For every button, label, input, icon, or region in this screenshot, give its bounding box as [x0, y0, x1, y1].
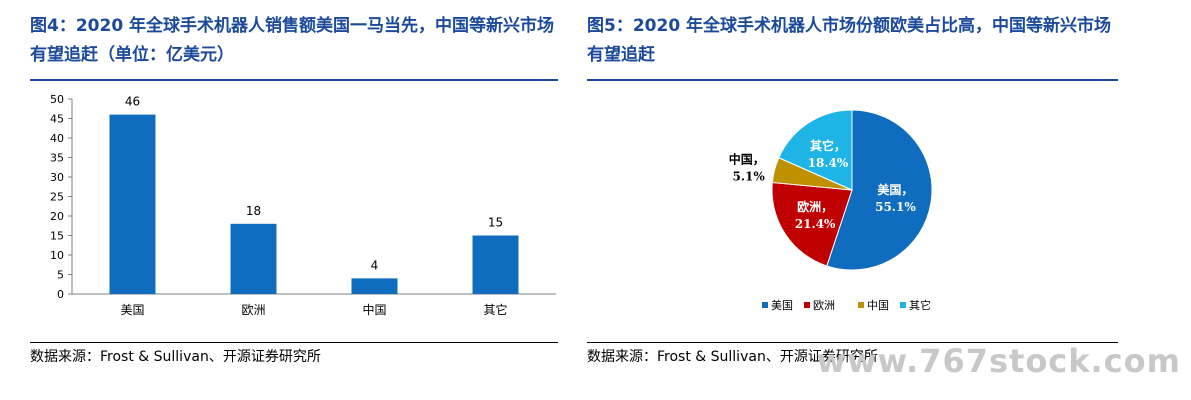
pie-slice-label: 其它， — [810, 138, 846, 153]
y-tick-label: 0 — [57, 288, 64, 301]
y-tick-label: 10 — [50, 249, 64, 262]
y-tick-label: 5 — [57, 269, 64, 282]
bar — [109, 114, 156, 294]
y-tick-label: 15 — [50, 230, 64, 243]
figure-5-source: 数据来源：Frost & Sullivan、开源证券研究所 — [587, 349, 878, 365]
bar — [472, 235, 519, 294]
legend-label: 美国 — [771, 299, 793, 312]
pie-slice-value: 21.4% — [795, 217, 836, 231]
figure-5-pie-chart: 美国， 55.1% 欧洲， 21.4% 中国， 5.1% 其它， 18.4% 美国 欧洲 中国 其它 — [729, 109, 933, 312]
pie-slice-label: 中国， — [729, 151, 765, 166]
y-tick-label: 50 — [50, 93, 64, 106]
figure-4-title: 图4：2020 年全球手术机器人销售额美国一马当先，中国等新兴市场有望追赶（单位… — [30, 16, 555, 65]
figure-4-bottom-rule — [30, 342, 558, 343]
legend-swatch — [858, 302, 864, 308]
y-tick-label: 20 — [50, 210, 64, 223]
y-tick-label: 25 — [50, 191, 64, 204]
bar-data-label: 4 — [371, 258, 379, 272]
bar-data-label: 18 — [246, 204, 261, 218]
pie-slice-value: 55.1% — [875, 200, 916, 214]
y-tick-label: 30 — [50, 171, 64, 184]
legend-label: 其它 — [909, 298, 931, 312]
x-tick-label: 其它 — [483, 302, 507, 317]
watermark-text: www.767stock.com — [816, 342, 1181, 380]
bar — [351, 278, 398, 294]
bar-data-label: 15 — [488, 216, 503, 230]
legend-label: 欧洲 — [813, 299, 835, 312]
bar — [230, 223, 277, 294]
legend-label: 中国 — [867, 299, 889, 312]
legend-swatch — [900, 302, 906, 308]
figure-4-bar-chart: 0 5 10 15 20 25 30 35 40 45 50 46 美国 18 欧洲 4 中国 15 其它 — [50, 93, 556, 317]
y-tick-label: 35 — [50, 152, 64, 165]
pie-slice — [771, 181, 853, 267]
x-tick-label: 中国 — [362, 302, 386, 317]
figure-4-source: 数据来源：Frost & Sullivan、开源证券研究所 — [30, 349, 321, 365]
legend-swatch — [762, 302, 768, 308]
legend-swatch — [804, 302, 810, 308]
pie-slice-label: 欧洲， — [797, 199, 833, 214]
figure-5-bottom-rule — [587, 342, 1118, 343]
y-tick-label: 45 — [50, 113, 64, 126]
figure-4-top-rule — [30, 79, 558, 81]
bar-data-label: 46 — [125, 95, 140, 109]
figure-5-top-rule — [587, 79, 1118, 81]
y-tick-label: 40 — [50, 132, 64, 145]
x-tick-label: 欧洲 — [241, 303, 265, 317]
figure-5-title: 图5：2020 年全球手术机器人市场份额欧美占比高，中国等新兴市场有望追赶 — [587, 16, 1112, 65]
x-tick-label: 美国 — [120, 303, 144, 317]
pie-slice-label: 美国， — [877, 182, 913, 197]
pie-slice — [778, 109, 853, 191]
pie-slice-value: 18.4% — [808, 156, 849, 170]
pie-slice-value: 5.1% — [732, 169, 765, 183]
pie-slice — [826, 109, 933, 271]
